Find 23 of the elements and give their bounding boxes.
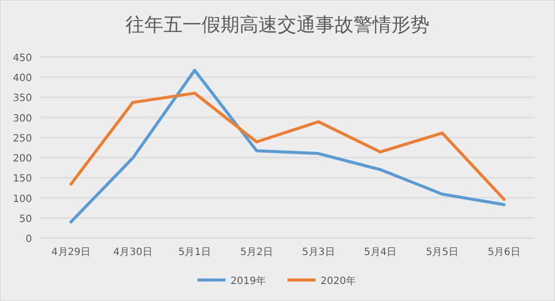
y-tick-label: 450 (12, 53, 32, 64)
y-tick-label: 50 (19, 214, 32, 225)
y-tick-label: 400 (12, 73, 32, 84)
x-tick-label: 5月6日 (488, 247, 520, 258)
y-tick-label: 350 (12, 93, 32, 104)
y-tick-label: 0 (26, 234, 32, 245)
y-tick-label: 300 (12, 113, 32, 124)
x-tick-label: 5月5日 (426, 247, 459, 258)
line-series (69, 92, 506, 201)
x-tick-label: 5月1日 (178, 247, 212, 258)
legend-label: 2020年 (320, 275, 356, 287)
chart-title: 往年五一假期高速交通事故警情形势 (126, 14, 430, 36)
line-series (69, 68, 506, 224)
x-tick-label: 5月3日 (302, 247, 335, 258)
x-tick-label: 5月2日 (240, 247, 273, 258)
y-tick-label: 150 (12, 174, 32, 185)
y-tick-label: 200 (12, 154, 32, 165)
y-tick-label: 250 (12, 133, 32, 144)
legend-label: 2019年 (230, 275, 266, 287)
x-tick-label: 4月29日 (51, 247, 90, 258)
x-tick-label: 4月30日 (113, 247, 152, 258)
y-tick-label: 100 (12, 194, 32, 205)
x-tick-label: 5月4日 (364, 247, 397, 258)
